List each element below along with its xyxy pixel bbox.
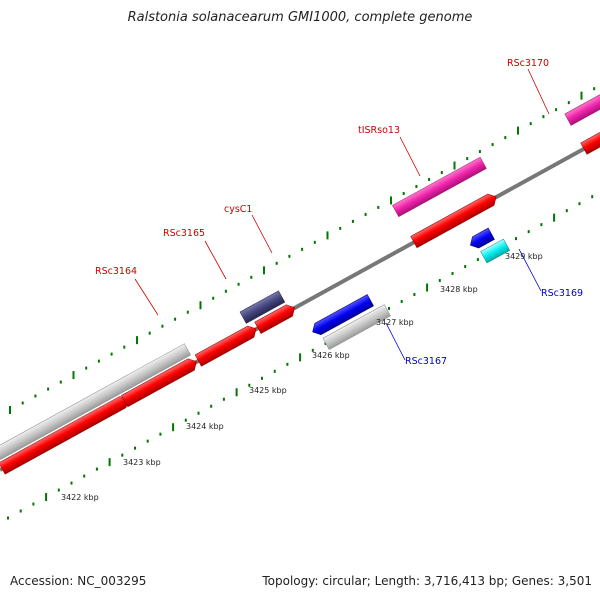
label-rsc3164: RSc3164 [95,266,137,277]
feature-trna-tisrso13[interactable] [392,156,487,218]
label-tisrso13: tISRso13 [358,125,400,136]
label-rsc3165: RSc3165 [163,228,205,239]
outer-tick-track [9,87,596,414]
label-rsc3170: RSc3170 [507,58,549,69]
feature-rsc3169-blue[interactable] [467,227,495,251]
label-cysc1: cysC1 [224,204,252,215]
tick-label-3423: 3423 kbp [123,458,161,467]
feature-rsc3164b[interactable] [121,356,200,408]
feature-rsc3169-cyan[interactable] [480,238,511,264]
tick-label-3427: 3427 kbp [376,318,414,327]
genome-summary-text: Topology: circular; Length: 3,716,413 bp… [262,574,592,588]
feature-cysc1-red[interactable] [254,302,298,334]
tick-label-3429: 3429 kbp [505,252,543,261]
tick-label-3422: 3422 kbp [61,493,99,502]
feature-rsc3165[interactable] [194,323,259,367]
feature-rsc3167-grey[interactable] [322,304,391,351]
feature-tisrso13-red[interactable] [410,191,500,249]
tick-label-3424: 3424 kbp [186,422,224,431]
accession-text: Accession: NC_003295 [10,574,147,588]
feature-rsc3167-blue[interactable] [309,294,374,337]
tick-label-3425: 3425 kbp [249,386,287,395]
feature-cysc1[interactable] [239,290,286,324]
label-leaders [134,68,550,361]
feature-rsc3170-pink[interactable] [564,94,600,126]
feature-rsc3164[interactable] [0,393,131,475]
tick-label-3426: 3426 kbp [312,351,350,360]
label-rsc3169: RSc3169 [541,288,583,299]
feature-grey-outer[interactable] [0,343,191,462]
tick-label-3428: 3428 kbp [440,285,478,294]
label-rsc3167: RSc3167 [405,356,447,367]
map-title: Ralstonia solanacearum GMI1000, complete… [127,10,473,25]
feature-rsc3170-red[interactable] [580,126,600,155]
